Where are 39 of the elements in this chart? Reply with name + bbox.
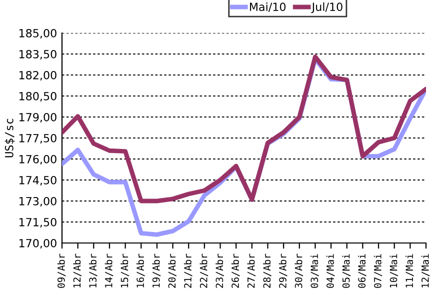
x-tick-label: 15/Abr bbox=[120, 254, 129, 288]
y-tick-label: 185,00 bbox=[19, 28, 56, 39]
x-tick-label: 14/Abr bbox=[104, 254, 114, 288]
x-tick-label: 21/Abr bbox=[184, 254, 192, 288]
x-tick-label: 23/Abr bbox=[216, 254, 224, 288]
y-tick-label: 170,00 bbox=[19, 238, 56, 249]
x-tick-label: 16/Abr bbox=[136, 254, 145, 288]
x-tick-label: 09/Abr bbox=[57, 254, 66, 288]
y-tick-label: 183,50 bbox=[19, 50, 56, 60]
y-tick-label: 174,50 bbox=[19, 176, 56, 186]
x-tick-label: 29/Abr bbox=[278, 254, 288, 288]
y-tick-label: 179,00 bbox=[19, 112, 56, 123]
x-tick-label: 11/Mai bbox=[405, 254, 414, 288]
x-tick-label: 27/Abr bbox=[247, 254, 256, 288]
y-tick-label: 171,50 bbox=[19, 218, 56, 228]
x-tick-label: 05/Mai bbox=[342, 254, 350, 288]
x-tick-label: 12/Mai bbox=[421, 254, 430, 288]
legend-label: Jul/10 bbox=[311, 2, 342, 14]
x-tick-label: 22/Abr bbox=[200, 254, 208, 288]
x-tick-label: 26/Abr bbox=[231, 254, 240, 288]
x-tick-label: 19/Abr bbox=[152, 254, 161, 288]
x-tick-label: 28/Abr bbox=[263, 254, 272, 288]
line-series bbox=[62, 54, 426, 204]
y-axis-title: US$/sc bbox=[4, 118, 15, 158]
x-tick-label: 30/Abr bbox=[294, 254, 303, 288]
x-tick-label: 12/Abr bbox=[73, 254, 82, 288]
y-tick-label: 177,50 bbox=[19, 134, 56, 144]
y-tick-label: 180,50 bbox=[19, 92, 56, 102]
x-tick-label: 07/Mai bbox=[374, 254, 382, 288]
x-tick-label: 03/Mai bbox=[310, 254, 319, 288]
x-tick-label: 20/Abr bbox=[168, 254, 176, 288]
x-tick-label: 06/Mai bbox=[358, 254, 366, 288]
y-tick-label: 173,00 bbox=[19, 196, 56, 207]
x-tick-label: 13/Abr bbox=[88, 254, 98, 288]
x-tick-label: 10/Mai bbox=[390, 254, 398, 288]
legend-label: Mai/10 bbox=[250, 2, 286, 12]
x-tick-label: 04/Mai bbox=[326, 254, 335, 288]
y-tick-label: 176,00 bbox=[19, 154, 56, 165]
y-tick-label: 182,00 bbox=[19, 70, 56, 81]
